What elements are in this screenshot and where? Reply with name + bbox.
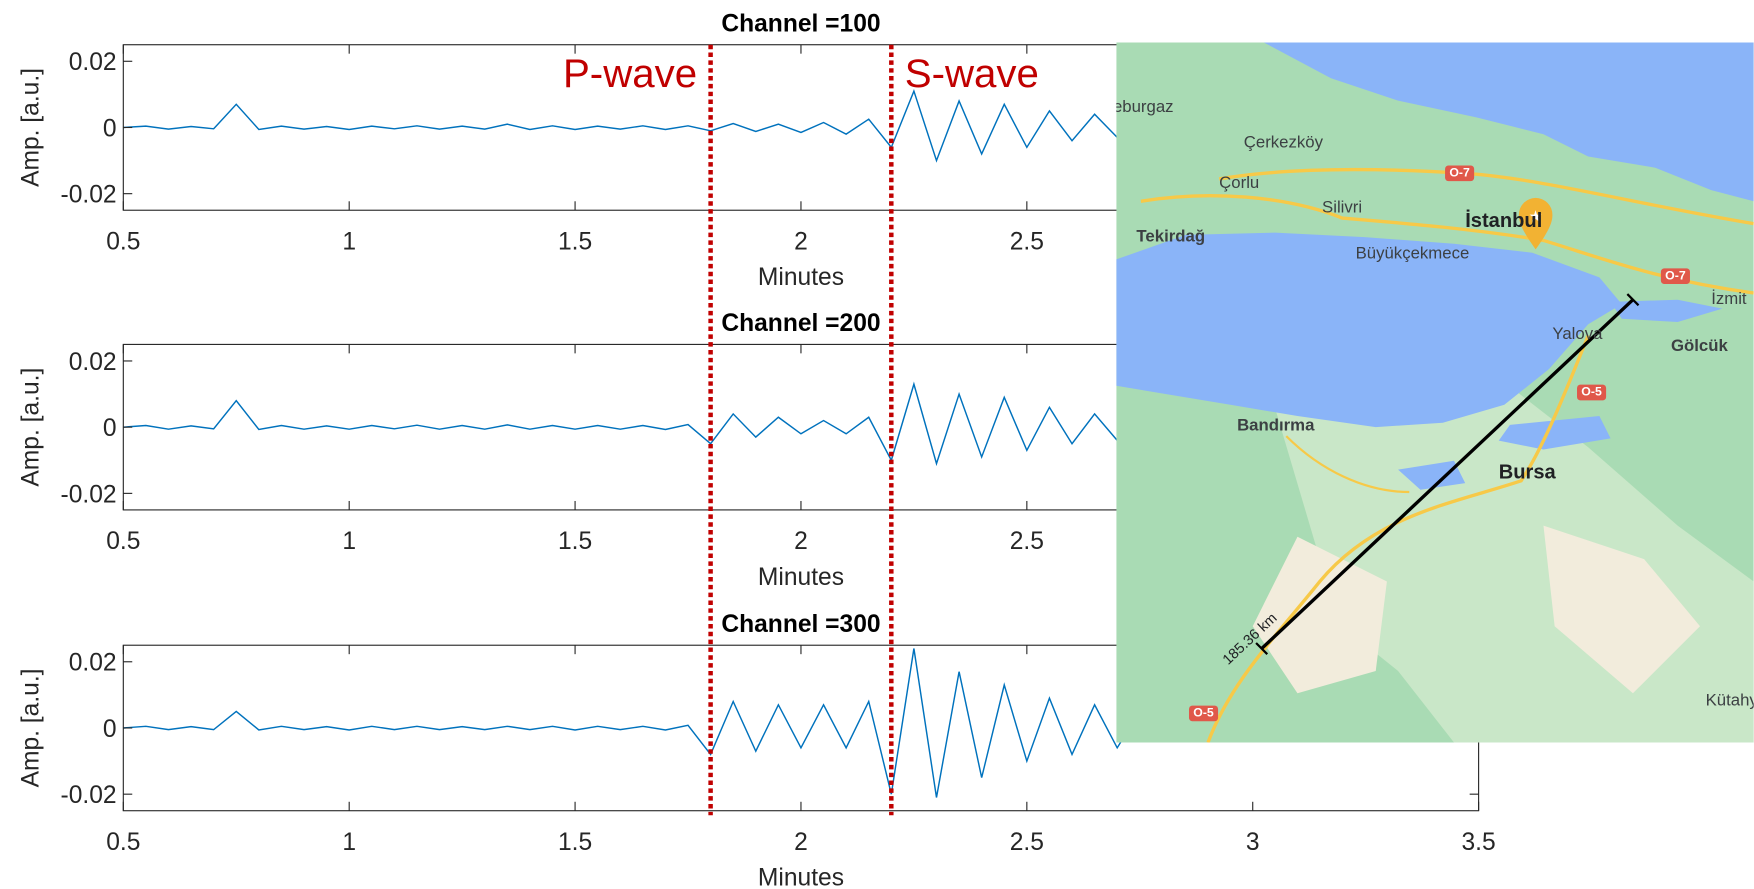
x-axis-label: Minutes [758, 865, 844, 889]
place-label: Bursa [1499, 462, 1557, 484]
place-label: İzmit [1711, 289, 1747, 308]
place-label: Çorlu [1219, 173, 1259, 192]
y-axis-label: Amp. [a.u.] [17, 669, 44, 788]
x-tick-label: 1 [342, 829, 356, 856]
x-axis-label: Minutes [758, 264, 844, 291]
chart-title: Channel =100 [721, 10, 880, 37]
place-label: Yalova [1552, 324, 1603, 343]
place-label: Kütahya [1706, 691, 1754, 710]
y-axis-label: Amp. [a.u.] [17, 68, 44, 187]
road-label: O-7 [1449, 166, 1470, 180]
x-tick-label: 0.5 [106, 829, 140, 856]
x-tick-label: 1 [342, 528, 356, 555]
place-label: Gölcük [1671, 336, 1729, 355]
x-tick-label: 2 [794, 829, 808, 856]
x-tick-label: 3.5 [1462, 829, 1496, 856]
place-label: Bandırma [1237, 416, 1315, 435]
marker-label: P-wave [563, 51, 697, 96]
chart-title: Channel =300 [721, 611, 880, 638]
y-tick-label: 0.02 [69, 49, 117, 76]
x-tick-label: 2.5 [1010, 228, 1044, 255]
x-tick-label: 0.5 [106, 228, 140, 255]
place-label: Büyükçekmece [1356, 243, 1470, 262]
x-tick-label: 2.5 [1010, 528, 1044, 555]
y-tick-label: 0 [103, 716, 117, 743]
y-tick-label: 0.02 [69, 349, 117, 376]
place-label: Silivri [1322, 197, 1362, 216]
place-label: Tekirdağ [1136, 227, 1205, 246]
chart-title: Channel =200 [721, 310, 880, 337]
y-tick-label: -0.02 [61, 782, 117, 809]
y-tick-label: 0.02 [69, 650, 117, 677]
road-label: O-5 [1581, 385, 1602, 399]
map: ★ Lüleburgaz Çerkezköy Çorlu Silivri İst… [1091, 42, 1754, 742]
x-tick-label: 1.5 [558, 829, 592, 856]
x-tick-label: 1.5 [558, 228, 592, 255]
x-tick-label: 1 [342, 228, 356, 255]
road-label: O-7 [1665, 268, 1686, 282]
y-tick-label: -0.02 [61, 182, 117, 209]
x-axis-label: Minutes [758, 564, 844, 591]
x-tick-label: 2 [794, 528, 808, 555]
y-tick-label: -0.02 [61, 481, 117, 508]
y-tick-label: 0 [103, 115, 117, 142]
road-label: O-5 [1193, 706, 1214, 720]
y-tick-label: 0 [103, 415, 117, 442]
x-tick-label: 1.5 [558, 528, 592, 555]
marker-label: S-wave [905, 51, 1039, 96]
place-label: İstanbul [1465, 209, 1542, 232]
figure: 0.5 1 1.5 2 2.5 3 3.5 -0.02 0 0.02 Channel =100 Min… [0, 0, 1754, 889]
x-tick-label: 0.5 [106, 528, 140, 555]
x-tick-label: 2.5 [1010, 829, 1044, 856]
place-label: Çerkezköy [1244, 133, 1324, 152]
x-tick-label: 2 [794, 228, 808, 255]
x-tick-label: 3 [1246, 829, 1260, 856]
y-axis-label: Amp. [a.u.] [17, 368, 44, 487]
